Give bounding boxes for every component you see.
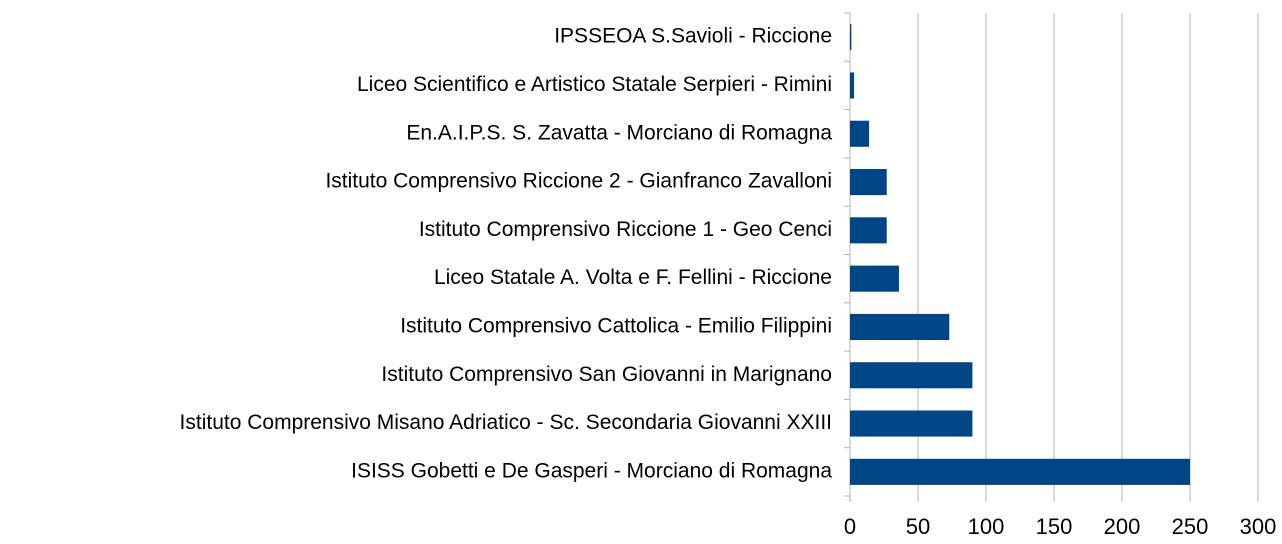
bar: [850, 24, 852, 51]
y-tick-label: IPSSEOA S.Savioli - Riccione: [554, 25, 832, 48]
x-tick-label: 0: [844, 514, 856, 539]
bar: [850, 458, 1190, 485]
y-tick-label: En.A.I.P.S. S. Zavatta - Morciano di Rom…: [406, 121, 832, 144]
y-tick-label: Istituto Comprensivo San Giovanni in Mar…: [381, 363, 832, 386]
y-tick-label: Istituto Comprensivo Riccione 2 - Gianfr…: [325, 170, 832, 193]
x-tick-label: 150: [1036, 514, 1073, 539]
x-tick-label: 50: [906, 514, 930, 539]
bar: [850, 120, 870, 147]
bar: [850, 265, 899, 292]
y-tick-label: Istituto Comprensivo Cattolica - Emilio …: [400, 314, 832, 337]
y-tick-label: Istituto Comprensivo Riccione 1 - Geo Ce…: [419, 218, 832, 241]
x-tick-label: 300: [1240, 514, 1277, 539]
bar: [850, 217, 887, 244]
bar: [850, 410, 973, 437]
x-tick-label: 100: [968, 514, 1005, 539]
bar: [850, 169, 887, 196]
x-tick-label: 250: [1172, 514, 1209, 539]
x-tick-label: 200: [1104, 514, 1141, 539]
y-tick-label: ISISS Gobetti e De Gasperi - Morciano di…: [351, 459, 832, 482]
bar: [850, 362, 973, 389]
y-tick-label: Liceo Statale A. Volta e F. Fellini - Ri…: [434, 266, 832, 289]
bar: [850, 313, 950, 340]
y-tick-label: Istituto Comprensivo Misano Adriatico - …: [180, 411, 832, 434]
y-tick-label: Liceo Scientifico e Artistico Statale Se…: [357, 73, 832, 96]
bar: [850, 72, 855, 99]
